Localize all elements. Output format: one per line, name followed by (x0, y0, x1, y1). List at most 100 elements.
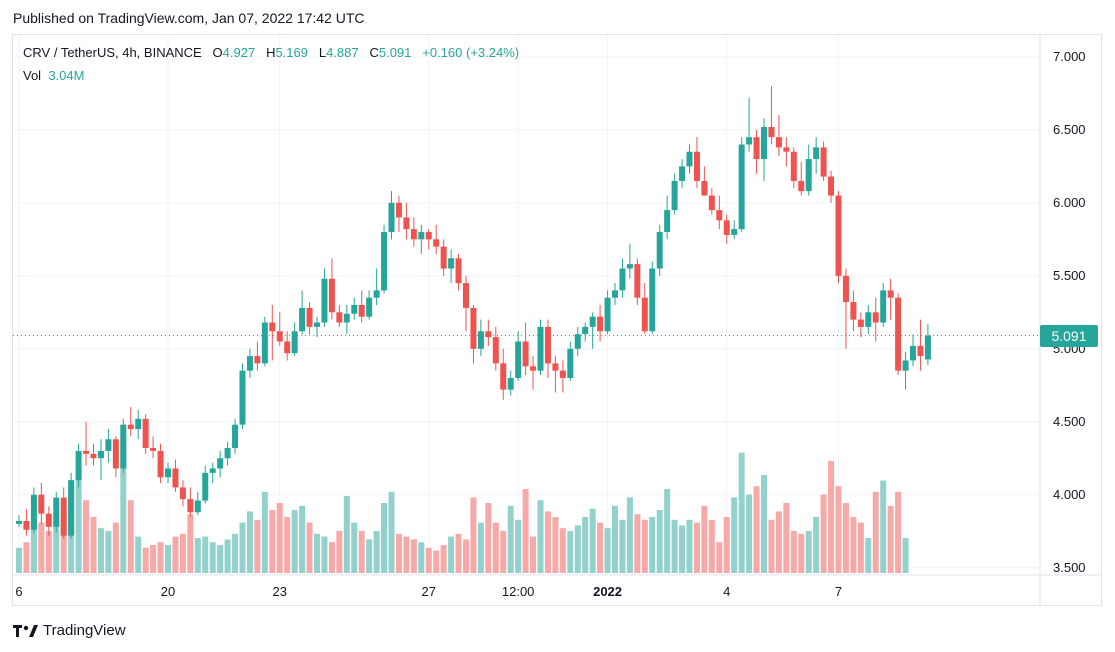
close-label: C (369, 45, 379, 60)
change-value: +0.160 (+3.24%) (422, 45, 520, 60)
volume-bar (120, 444, 127, 573)
candle-body (381, 232, 388, 291)
candle-body (582, 326, 589, 335)
volume-bar (842, 503, 849, 573)
candle (574, 326, 581, 357)
tradingview-brand[interactable]: TradingView (13, 622, 126, 639)
candle-body (738, 144, 745, 230)
candle (850, 290, 857, 332)
candle-body (75, 450, 82, 481)
volume-bar (463, 539, 469, 573)
candle-body (656, 232, 663, 269)
candle (455, 253, 462, 291)
candle-body (261, 322, 268, 364)
volume-bar (693, 522, 700, 573)
candle (649, 261, 656, 335)
candle (470, 305, 477, 364)
volume-bar (686, 519, 693, 573)
high-value: 5.169 (275, 45, 308, 60)
candle-body (835, 195, 842, 276)
candle (477, 319, 484, 357)
candle-body (269, 322, 276, 332)
x-tick-label: 20 (160, 584, 176, 599)
candle-body (120, 424, 127, 469)
brand-name: TradingView (43, 622, 126, 639)
chart-pane[interactable] (12, 34, 1102, 606)
candle (567, 341, 574, 381)
candle (16, 515, 22, 527)
candle (701, 166, 708, 196)
candles (16, 86, 931, 539)
candle (328, 258, 335, 320)
last-price-tag: 5.091 (1040, 324, 1098, 347)
candle (239, 363, 246, 430)
volume-bar (716, 542, 723, 573)
candle-body (746, 137, 753, 145)
volume-bar (127, 500, 134, 573)
candle (224, 442, 231, 466)
candle-body (671, 180, 678, 211)
volume-bar (850, 517, 857, 573)
candle (336, 305, 343, 327)
candle-body (440, 246, 447, 269)
candle (783, 137, 790, 167)
volume-bar (172, 536, 179, 573)
candle-body (165, 468, 171, 478)
volume-bar (805, 531, 812, 573)
volume-bar (194, 538, 201, 573)
volume-bar (90, 517, 97, 573)
candle-body (90, 453, 97, 459)
candle (209, 462, 216, 484)
candle (768, 86, 775, 145)
x-tick-label: 27 (421, 584, 436, 599)
candle (366, 290, 373, 320)
volume-bar (440, 545, 447, 573)
candle (656, 224, 663, 276)
candle (530, 356, 537, 390)
candle (813, 137, 820, 174)
candle (515, 331, 522, 381)
volume-bar (448, 536, 455, 573)
volume-bar (395, 533, 402, 573)
open-value: 4.927 (222, 45, 256, 60)
volume-bar (656, 510, 663, 573)
volume-bar (16, 547, 22, 573)
candle-body (83, 450, 90, 454)
volume-bar (217, 545, 224, 573)
candle (23, 509, 30, 536)
candle (388, 191, 395, 240)
symbol-label[interactable]: CRV / TetherUS, 4h, BINANCE (23, 45, 202, 60)
candle-body (239, 370, 246, 425)
candle-body (53, 497, 60, 527)
candle-body (217, 458, 224, 469)
candle-body (105, 439, 112, 451)
volume-bar (254, 519, 261, 573)
candle-body (232, 424, 239, 449)
candle (872, 297, 879, 342)
candle (373, 268, 380, 305)
candle (246, 348, 253, 378)
candle-body (917, 345, 924, 357)
volume-bar (276, 503, 283, 573)
candle (798, 161, 805, 196)
volume-bar (105, 531, 112, 573)
candle-body (865, 312, 872, 327)
candle-body (246, 356, 253, 371)
candle-body (805, 159, 812, 192)
candle (738, 137, 745, 233)
y-tick-label: 6.000 (1053, 194, 1086, 210)
volume-bar (701, 505, 708, 573)
candle-body (597, 316, 604, 332)
candle-body (515, 341, 522, 378)
volume-bar (835, 486, 842, 573)
candle (269, 305, 276, 361)
candle (828, 170, 835, 203)
candle-body (418, 232, 425, 240)
volume-bar (403, 536, 410, 573)
candle (179, 480, 186, 507)
volume-bar (30, 519, 37, 573)
volume-bar (872, 491, 879, 573)
candle-body (306, 307, 313, 327)
volume-bar (574, 525, 581, 573)
